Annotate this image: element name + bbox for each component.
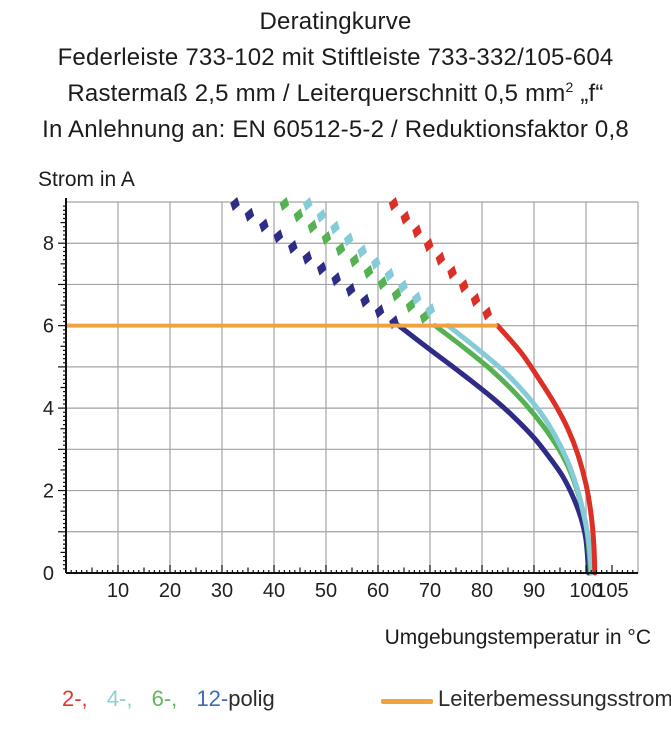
y-axis-label: Strom in A — [38, 168, 135, 191]
svg-text:8: 8 — [43, 233, 54, 255]
legend-pole-12: 12- — [196, 686, 229, 711]
svg-text:60: 60 — [367, 580, 389, 602]
svg-text:4: 4 — [43, 398, 54, 420]
legend-pole-4: 4-, — [106, 686, 133, 711]
x-axis-label: Umgebungstemperatur in °C — [384, 626, 651, 649]
subtitle-standard: In Anlehnung an: EN 60512-5-2 / Reduktio… — [42, 116, 629, 143]
svg-text:50: 50 — [315, 580, 337, 602]
svg-text:20: 20 — [159, 580, 181, 602]
subtitle-raster-text: Rastermaß 2,5 mm / Leiterquerschnitt 0,5… — [67, 80, 566, 107]
page-title: Deratingkurve — [259, 8, 412, 35]
legend-pole-6: 6-, — [151, 686, 178, 711]
svg-text:105: 105 — [595, 580, 628, 602]
svg-text:90: 90 — [523, 580, 545, 602]
svg-text:6: 6 — [43, 316, 54, 338]
svg-text:80: 80 — [471, 580, 493, 602]
subtitle-raster: Rastermaß 2,5 mm / Leiterquerschnitt 0,5… — [0, 80, 671, 108]
svg-text:100: 100 — [569, 580, 602, 602]
svg-text:0: 0 — [43, 563, 54, 585]
legend-poles: 2-, 4-, 6-, 12-polig — [62, 686, 275, 712]
subtitle-part-numbers: Federleiste 733-102 mit Stiftleiste 733-… — [57, 44, 614, 71]
legend-pole-2: 2-, — [62, 686, 88, 711]
rated-current-label: Leiterbemessungsstrom — [438, 686, 671, 711]
svg-text:10: 10 — [107, 580, 129, 602]
svg-text:30: 30 — [211, 580, 233, 602]
squared-superscript: 2 — [565, 79, 574, 95]
svg-text:70: 70 — [419, 580, 441, 602]
svg-text:40: 40 — [263, 580, 285, 602]
subtitle-raster-suffix: „f“ — [573, 80, 604, 107]
svg-text:2: 2 — [43, 481, 54, 503]
legend-suffix-polig: polig — [228, 686, 275, 711]
rated-current-line-swatch — [381, 699, 433, 704]
